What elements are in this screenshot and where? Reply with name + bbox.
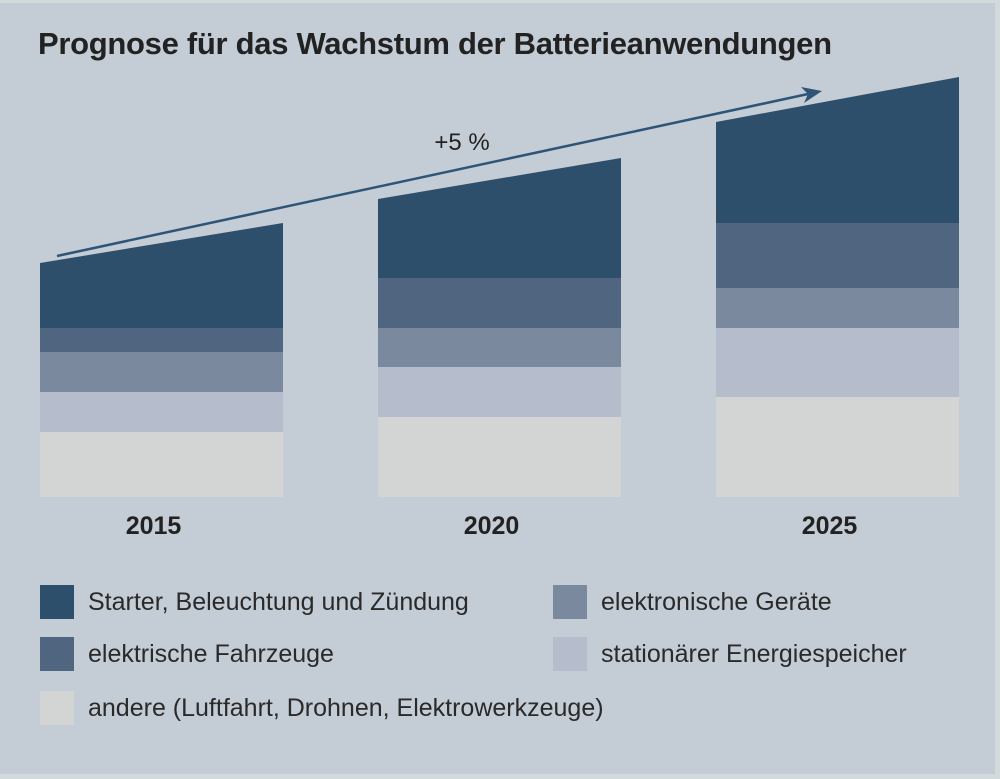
legend-swatch [40,691,74,725]
bar-segment [378,328,621,367]
bar-segment [40,392,283,432]
bar-segment [716,77,959,223]
bar-segment [40,223,283,328]
chart-title: Prognose für das Wachstum der Batteriean… [38,26,832,61]
legend-swatch [553,637,587,671]
x-tick-label: 2020 [464,512,520,540]
legend-item-other: andere (Luftfahrt, Drohnen, Elektrowerkz… [40,691,604,725]
legend-item-sli: Starter, Beleuchtung und Zündung [40,585,469,619]
legend-item-electronics: elektronische Geräte [553,585,832,619]
bar-segment [40,352,283,392]
trend-arrowhead-icon [801,87,822,103]
legend-label: elektronische Geräte [601,587,832,616]
bar-segment [378,158,621,278]
legend-swatch [553,585,587,619]
legend-item-storage: stationärer Energiespeicher [553,637,907,671]
legend-item-ev: elektrische Fahrzeuge [40,637,334,671]
legend-swatch [40,585,74,619]
bar-segment [716,328,959,397]
bar-segment [40,432,283,497]
bar-segment [378,417,621,497]
legend-label: Starter, Beleuchtung und Zündung [88,587,469,616]
bar-segment [716,288,959,328]
legend-label: stationärer Energiespeicher [601,639,907,668]
bar-segment [378,278,621,328]
legend-swatch [40,637,74,671]
bar-segment [378,367,621,417]
bar-segment [716,397,959,497]
bar-segment [716,223,959,288]
x-tick-label: 2015 [126,512,182,540]
legend-label: andere (Luftfahrt, Drohnen, Elektrowerkz… [88,693,604,722]
trend-annotation: +5 % [434,129,489,156]
legend-label: elektrische Fahrzeuge [88,639,334,668]
trend-arrow-line [56,92,809,258]
bar-segment [40,328,283,352]
x-tick-label: 2025 [802,512,858,540]
